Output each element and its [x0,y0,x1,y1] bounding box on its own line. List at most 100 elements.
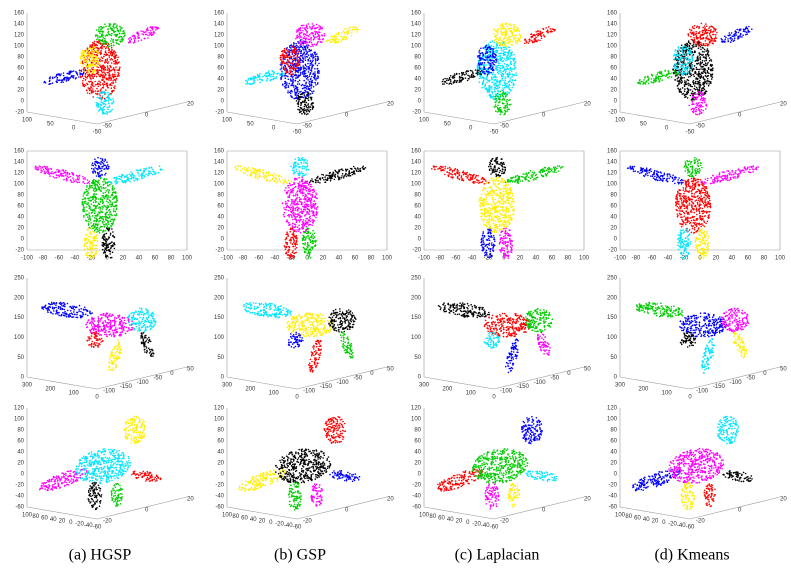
point [111,47,113,49]
point [300,105,302,107]
point [497,61,499,63]
z-tick-label: -20 [15,248,24,254]
z-tick-label: -20 [412,110,421,116]
point [503,47,505,49]
point [109,24,111,26]
point [500,71,502,73]
point [712,67,714,69]
point [296,45,298,47]
point [91,90,93,92]
point [317,82,319,84]
point [97,45,99,47]
point [729,32,731,34]
point [512,58,514,60]
point [709,26,711,28]
point [96,231,98,233]
point [495,67,497,69]
point [302,101,304,103]
point [303,58,305,60]
point [675,74,677,76]
point [113,42,115,44]
point [108,31,110,33]
point [307,39,309,41]
point [157,28,159,30]
point [685,96,687,98]
point [524,43,526,45]
point [92,57,94,59]
point [698,109,700,111]
point [293,50,295,52]
point [103,46,105,48]
point [89,206,91,208]
point [85,191,87,193]
point [515,61,517,63]
y-tick-label: 20 [780,102,787,108]
point [101,48,103,50]
point [648,83,650,85]
point [100,186,102,188]
point [684,45,686,47]
point [92,85,94,87]
point [693,76,695,78]
y-tick-label: -50 [500,124,509,130]
point [498,28,500,30]
point [494,57,496,59]
point [702,60,704,62]
point [685,81,687,83]
point [499,63,501,65]
point [491,48,493,50]
point [673,65,675,67]
point [306,114,308,116]
point [96,190,98,192]
panel: 160140120100806040200-20100500-50-50020 [214,11,394,136]
point [96,54,98,56]
point [261,79,263,81]
point [704,100,706,102]
point [105,101,107,103]
point [315,63,317,65]
point [116,199,118,201]
point [120,27,122,29]
point [663,75,665,77]
point [688,85,690,87]
point [94,210,96,212]
point [94,191,96,193]
point [506,66,508,68]
point [108,185,110,187]
point [477,56,479,58]
point [113,210,115,212]
point [310,79,312,81]
point [494,74,496,76]
axis-line [620,112,690,124]
point [491,86,493,88]
point [103,56,105,58]
point [508,24,510,26]
point [303,34,305,36]
z-tick-label: 120 [411,33,422,39]
point [115,205,117,207]
point [315,60,317,62]
point [294,90,296,92]
point [505,37,507,39]
point [94,183,96,185]
point [279,74,281,76]
point [306,69,308,71]
point [659,80,661,82]
point [96,224,98,226]
point [102,32,104,34]
point [485,53,487,55]
point [124,32,126,34]
point [706,80,708,82]
point [295,54,297,56]
point [490,64,492,66]
point [497,72,499,74]
point [690,89,692,91]
point [291,96,293,98]
point [149,34,151,36]
point [93,190,95,192]
point [94,76,96,78]
point [689,68,691,70]
point [103,179,105,181]
point [732,35,734,37]
point [298,64,300,66]
